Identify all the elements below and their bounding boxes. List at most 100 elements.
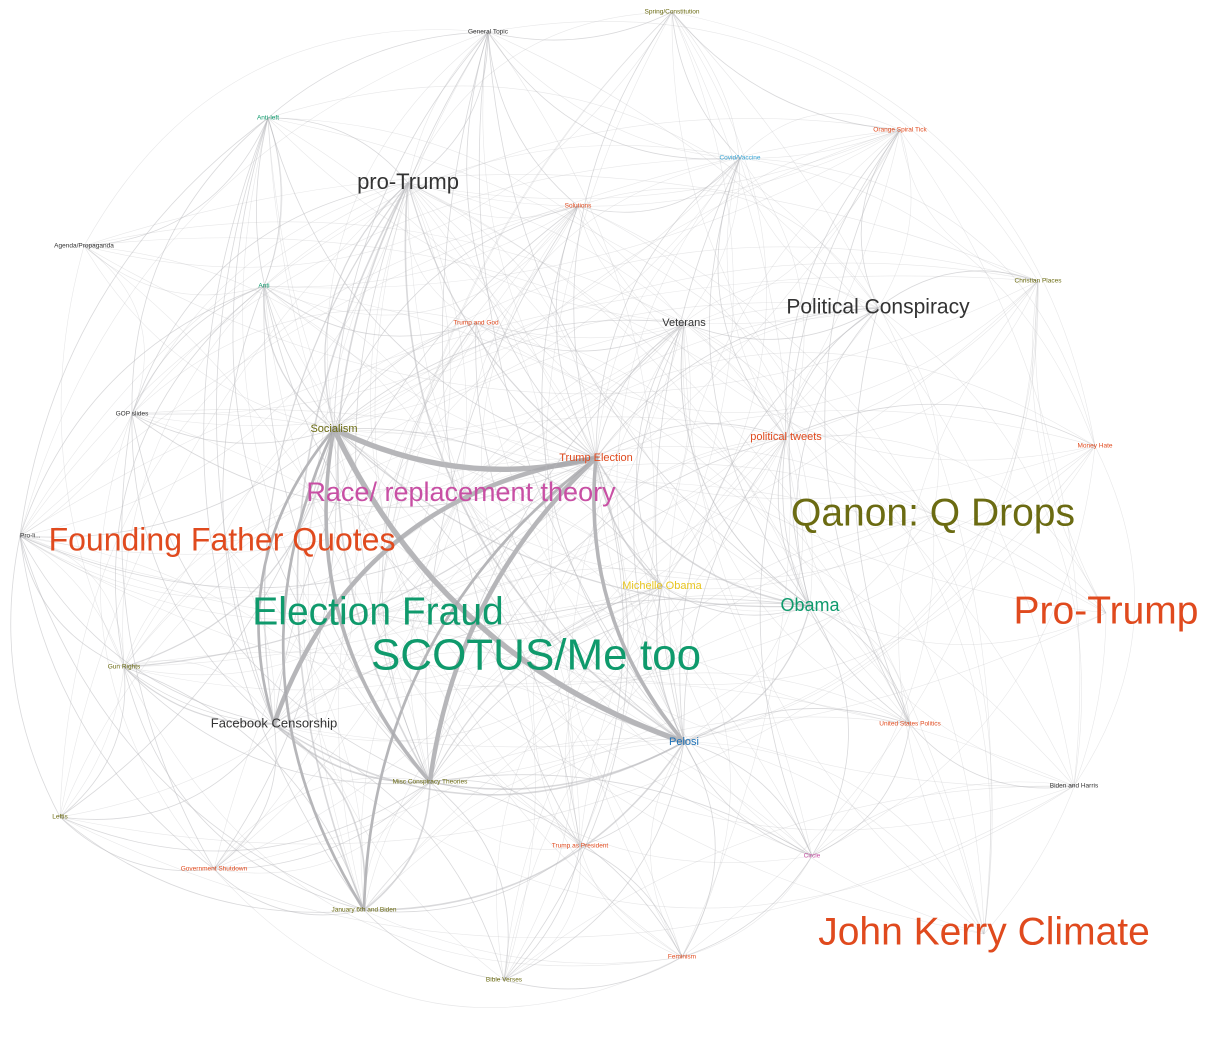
background-edge — [213, 129, 901, 870]
background-edge — [83, 245, 265, 296]
background-edge — [19, 322, 685, 555]
edge-anti-pelosi — [263, 285, 685, 743]
background-edge — [877, 307, 939, 516]
background-edge — [407, 182, 597, 459]
edge-unitedstates-pelosi — [683, 708, 911, 743]
background-edge — [785, 436, 1075, 787]
background-edge — [19, 31, 489, 537]
background-edge — [221, 541, 275, 725]
background-edge — [302, 428, 505, 981]
edge-antileft-socialism — [256, 117, 335, 430]
background-edge — [123, 280, 1039, 668]
node-label-election: Election Fraud — [252, 590, 503, 633]
background-edge — [545, 11, 683, 958]
background-edge — [671, 11, 1096, 447]
background-edge — [19, 445, 1096, 688]
label-layer: Spring/Constitution General Topic Anti-lef… — [20, 9, 1198, 984]
background-edge — [221, 322, 685, 543]
background-edge — [683, 322, 985, 935]
edge-misc-pelosi — [429, 741, 685, 791]
background-edge — [333, 322, 477, 430]
edge-govshutdown-misc — [213, 781, 431, 870]
background-edge — [221, 541, 365, 911]
edge-pinkcircle-pelosi — [683, 741, 813, 857]
edge-gop-trumpelec — [131, 413, 597, 508]
edge-bottom_b-fbcensor — [273, 723, 505, 981]
edge-orange-polcons — [860, 129, 901, 309]
edge-top-misc — [425, 205, 579, 783]
background-edge — [59, 182, 409, 818]
node-label-qanon: Qanon: Q Drops — [791, 491, 1075, 534]
edge-anti-gop — [131, 285, 265, 415]
edge-leftis-gunrights — [59, 666, 126, 818]
node-label-gunrights: Gun Rights — [108, 664, 141, 671]
node-label-gop: GOP slides — [116, 411, 150, 418]
background-edge — [273, 651, 685, 743]
background-edge — [564, 585, 663, 847]
background-edge — [407, 182, 813, 857]
background-edge — [460, 493, 685, 743]
edge-prolife-leftis — [10, 535, 61, 818]
background-edge — [267, 117, 685, 324]
background-edge — [273, 585, 663, 742]
node-label-veterans: Veterans — [662, 317, 706, 329]
background-edge — [123, 322, 685, 668]
background-edge — [683, 436, 803, 743]
edge-gunrights-trumpelec — [123, 457, 597, 668]
background-edge — [123, 246, 1039, 668]
background-edge — [681, 855, 813, 958]
edge-bottom_b-feminism — [503, 956, 683, 990]
background-edge — [405, 182, 477, 324]
node-label-bidenharris: Biden and Harris — [1050, 783, 1099, 790]
edge-antileft-misc — [232, 117, 431, 783]
background-edge — [267, 117, 985, 935]
edge-feminism-trumpprez — [579, 845, 683, 958]
background-edge — [460, 157, 741, 495]
background-edge — [683, 322, 787, 438]
edge-anti-misc — [263, 285, 431, 783]
edge-covid-pelosi — [655, 157, 741, 743]
edge-protrump_a-socialism — [324, 182, 409, 430]
background-edge — [683, 280, 1039, 743]
background-edge — [1031, 280, 1107, 614]
edge-polcons-unitedstates — [854, 307, 911, 725]
edge-general-trumpprez — [441, 31, 581, 847]
background-edge — [19, 182, 409, 537]
node-label-socialism: Socialism — [310, 423, 357, 435]
background-edge — [533, 657, 683, 958]
background-edge — [131, 157, 741, 426]
background-edge — [83, 237, 1075, 787]
edge-bottom_b-trumpprez — [503, 845, 581, 981]
background-edge — [460, 352, 1096, 495]
background-edge — [123, 660, 275, 725]
edge-anti-socialism — [263, 285, 335, 430]
background-edge — [83, 11, 673, 268]
background-edge — [726, 157, 787, 438]
background-edge — [19, 535, 431, 783]
background-edge — [377, 129, 901, 615]
background-edge — [83, 221, 685, 324]
background-edge — [213, 436, 787, 870]
background-edge — [1035, 280, 1107, 614]
edge-trumpgod-socialism — [333, 322, 477, 430]
edge-anti-trumpgod — [263, 285, 477, 337]
background-edge — [475, 322, 685, 743]
background-edge — [487, 31, 655, 847]
background-edge — [429, 436, 787, 783]
background-edge — [19, 535, 379, 621]
background-edge — [99, 413, 215, 870]
edge-spring-orange — [671, 11, 901, 131]
background-edge — [535, 436, 787, 659]
node-label-unitedstates: United States Politics — [879, 721, 941, 728]
background-edge — [123, 651, 813, 857]
background-edge — [19, 129, 901, 537]
background-edge — [739, 157, 1096, 447]
edge-top-fbcensor — [273, 205, 579, 725]
background-edge — [377, 585, 663, 641]
edge-trumpprez-pelosi — [579, 741, 685, 847]
background-edge — [1073, 445, 1135, 787]
node-label-trumpelec: Trump Election — [559, 452, 633, 464]
background-edge — [535, 129, 901, 659]
edge-feminism-pelosi — [681, 741, 716, 958]
node-label-govshutdown: Government Shutdown — [181, 866, 248, 873]
